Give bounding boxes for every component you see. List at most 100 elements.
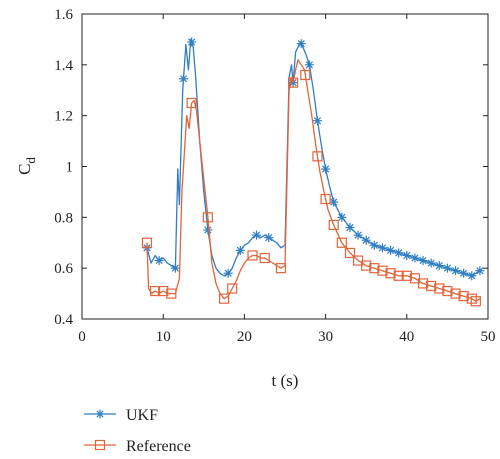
y-tick-label: 1.2 (54, 109, 73, 125)
data-point-reference (227, 283, 238, 294)
data-point-ukf (345, 223, 355, 232)
series-ukf (142, 37, 485, 281)
data-point-reference (393, 270, 404, 281)
data-point-ukf (410, 253, 420, 263)
data-point-ukf (312, 116, 322, 126)
marker-stroke (313, 117, 322, 125)
data-point-ukf (402, 250, 412, 260)
marker-stroke (354, 231, 362, 239)
marker-stroke (362, 236, 370, 244)
marker-stroke (378, 244, 387, 252)
y-axis-label-main: C (15, 164, 34, 175)
marker-stroke (443, 264, 452, 272)
y-axis-label-subscript: d (23, 157, 38, 164)
data-point-ukf (426, 258, 436, 268)
data-point-reference (377, 265, 388, 276)
data-point-ukf (377, 243, 387, 253)
legend: UKF Reference (84, 407, 191, 455)
data-point-ukf (187, 37, 197, 47)
marker-stroke (179, 75, 188, 83)
data-point-ukf (235, 245, 245, 255)
series-layer (141, 37, 485, 307)
legend-ukf-marker (95, 409, 105, 419)
data-point-ukf (467, 271, 477, 281)
data-point-reference (320, 193, 331, 205)
x-tick-label: 10 (156, 329, 171, 345)
data-point-ukf (321, 164, 331, 174)
marker-stroke (224, 269, 232, 277)
data-point-reference (202, 212, 213, 223)
data-point-ukf (418, 256, 428, 266)
marker-stroke (419, 256, 427, 265)
marker-stroke (265, 234, 273, 242)
data-point-reference (166, 288, 177, 299)
legend-square (94, 439, 106, 451)
data-point-ukf (170, 263, 180, 273)
marker-stroke (252, 231, 261, 239)
data-point-ukf (296, 39, 306, 49)
data-point-ukf (304, 60, 314, 70)
marker-stroke (171, 264, 179, 272)
axis-ticks: 0 10 20 30 40 50 0.4 0.6 0.8 1 1.2 1.4 1.6 (54, 7, 495, 345)
data-point-ukf (329, 197, 339, 207)
marker-stroke (330, 198, 338, 206)
data-point-ukf (459, 268, 469, 278)
y-tick-label: 1.6 (54, 7, 73, 23)
data-point-reference (288, 77, 299, 88)
marker-stroke (435, 262, 443, 270)
marker-stroke (96, 410, 104, 418)
data-point-reference (219, 293, 230, 304)
series-line-reference (146, 59, 481, 302)
data-point-reference (300, 69, 311, 81)
marker-stroke (468, 272, 476, 280)
marker-stroke (476, 267, 484, 275)
data-point-reference (259, 252, 270, 264)
marker-stroke (338, 213, 346, 221)
marker-stroke (321, 165, 330, 173)
data-point-ukf (337, 212, 347, 222)
x-tick-label: 0 (78, 329, 86, 345)
data-point-reference (470, 296, 481, 307)
data-point-reference (312, 151, 323, 162)
data-point-ukf (434, 261, 444, 271)
data-point-reference (141, 237, 153, 248)
data-point-ukf (223, 268, 233, 278)
data-point-reference (434, 283, 445, 294)
data-point-ukf (179, 74, 188, 84)
legend-ukf-label: UKF (126, 407, 158, 424)
y-tick-label: 1.4 (54, 58, 73, 74)
marker-stroke (395, 249, 403, 257)
data-point-reference (328, 219, 339, 231)
data-point-reference (149, 285, 161, 297)
marker-stroke (305, 61, 313, 69)
marker-stroke (460, 269, 468, 277)
data-point-reference (247, 250, 258, 261)
data-point-ukf (369, 240, 379, 250)
data-point-reference (275, 263, 287, 274)
data-point-ukf (252, 230, 262, 240)
marker-stroke (451, 267, 460, 275)
data-point-reference (186, 97, 197, 109)
x-tick-label: 40 (399, 329, 414, 345)
data-point-reference (344, 247, 356, 259)
data-point-ukf (353, 230, 363, 240)
y-tick-label: 0.8 (54, 210, 73, 226)
data-point-reference (369, 263, 380, 274)
marker-stroke (297, 40, 305, 48)
data-point-reference (385, 268, 396, 279)
data-point-reference (417, 278, 429, 289)
series-reference (141, 59, 481, 307)
marker-stroke (155, 256, 163, 265)
x-tick-label: 20 (237, 329, 252, 345)
y-tick-label: 0.4 (54, 312, 73, 328)
data-point-ukf (451, 266, 461, 276)
data-point-reference (361, 260, 372, 271)
marker-stroke (411, 254, 419, 262)
data-point-ukf (475, 266, 485, 276)
data-point-ukf (442, 263, 452, 273)
legend-asterisk (95, 409, 105, 419)
data-point-ukf (264, 233, 274, 243)
data-point-reference (450, 288, 461, 299)
marker-stroke (403, 251, 411, 260)
